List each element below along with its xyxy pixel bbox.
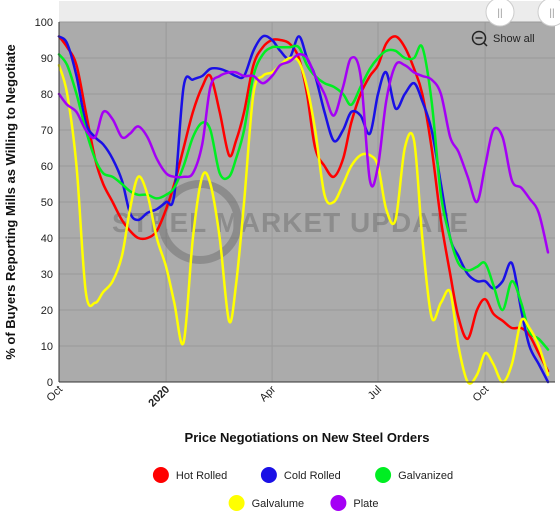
legend-label: Cold Rolled bbox=[284, 470, 341, 482]
x-tick-label: Oct bbox=[471, 384, 492, 405]
legend-swatch bbox=[228, 495, 245, 511]
series-line-cold-rolled bbox=[57, 34, 550, 384]
y-tick-label: 0 bbox=[47, 377, 53, 389]
legend-label: Galvanized bbox=[398, 470, 453, 482]
y-tick-labels: 0 10 20 30 40 50 60 70 80 90 100 bbox=[35, 17, 53, 389]
handle-grip-icon: || bbox=[549, 8, 554, 19]
y-tick-label: 60 bbox=[41, 161, 53, 173]
y-tick-label: 70 bbox=[41, 125, 53, 137]
zoom-out-icon bbox=[471, 30, 487, 46]
legend-label: Hot Rolled bbox=[176, 470, 227, 482]
legend-item-cold-rolled[interactable]: Cold Rolled bbox=[260, 467, 341, 483]
y-tick-label: 50 bbox=[41, 197, 53, 209]
watermark-text: STEEL MARKET UPDATE bbox=[112, 207, 469, 238]
y-tick-label: 10 bbox=[41, 341, 53, 353]
legend-item-hot-rolled[interactable]: Hot Rolled bbox=[152, 467, 227, 483]
y-tick-label: 100 bbox=[35, 17, 53, 29]
x-tick-label: Apr bbox=[258, 383, 279, 404]
watermark-logo: STEEL MARKET UPDATE bbox=[112, 180, 469, 264]
range-handle-left[interactable]: || bbox=[485, 0, 515, 27]
legend-swatch bbox=[260, 467, 277, 483]
y-tick-label: 20 bbox=[41, 305, 53, 317]
legend-item-galvanized[interactable]: Galvanized bbox=[375, 467, 453, 483]
handle-grip-icon: || bbox=[497, 8, 502, 19]
legend-swatch bbox=[330, 495, 347, 511]
zoom-out-icon-handle bbox=[483, 42, 488, 47]
legend-swatch bbox=[375, 467, 392, 483]
top-band bbox=[59, 1, 555, 22]
series-line-galvanized bbox=[57, 44, 550, 351]
y-tick-label: 30 bbox=[41, 269, 53, 281]
range-handle-right[interactable]: || bbox=[537, 0, 560, 27]
legend-swatch bbox=[152, 467, 169, 483]
series-layer bbox=[57, 34, 550, 385]
x-tick-labels: Oct 2020 Apr Jul Oct bbox=[45, 383, 492, 409]
show-all-button[interactable]: Show all bbox=[471, 30, 535, 47]
show-all-label: Show all bbox=[493, 33, 535, 45]
legend: Hot Rolled Cold Rolled Galvanized Galvalume… bbox=[152, 467, 453, 511]
y-tick-label: 40 bbox=[41, 233, 53, 245]
y-tick-label: 80 bbox=[41, 89, 53, 101]
legend-label: Plate bbox=[353, 498, 378, 510]
y-axis-title: % of Buyers Reporting Mills as Willing t… bbox=[3, 44, 18, 360]
legend-item-plate[interactable]: Plate bbox=[330, 495, 378, 511]
series-line-plate bbox=[57, 52, 550, 254]
series-line-galvalume bbox=[57, 56, 550, 385]
legend-item-galvalume[interactable]: Galvalume bbox=[228, 495, 305, 511]
x-axis-title: Price Negotiations on New Steel Orders bbox=[185, 430, 430, 445]
x-tick-label: 2020 bbox=[146, 384, 172, 410]
x-tick-label: Jul bbox=[366, 384, 384, 402]
y-tick-label: 90 bbox=[41, 53, 53, 65]
legend-label: Galvalume bbox=[252, 498, 305, 510]
